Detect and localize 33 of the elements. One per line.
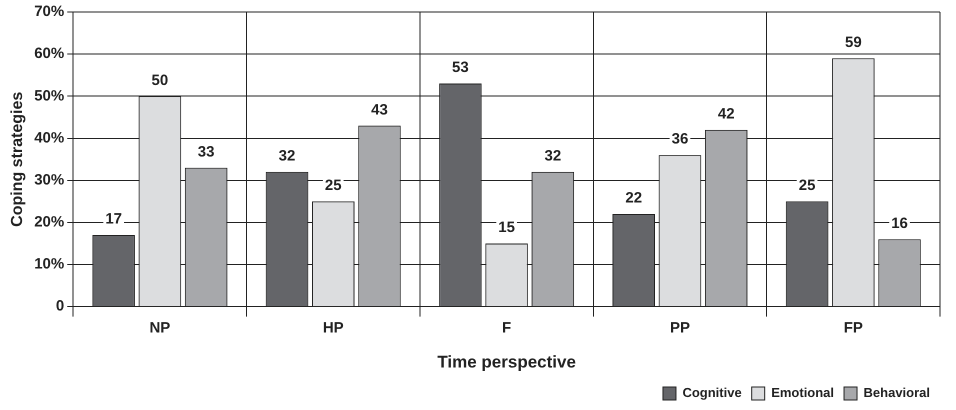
x-tick-label: FP bbox=[844, 320, 863, 337]
data-label: 16 bbox=[891, 214, 908, 232]
data-label: 32 bbox=[278, 148, 296, 165]
data-label: 25 bbox=[798, 177, 816, 194]
data-label: 32 bbox=[544, 148, 562, 165]
data-label: 33 bbox=[198, 143, 214, 160]
data-label: 50 bbox=[152, 72, 168, 89]
y-tick-label: 70% bbox=[34, 3, 64, 20]
legend-label: Behavioral bbox=[864, 385, 930, 400]
y-tick-label: 40% bbox=[34, 129, 64, 146]
y-tick-label: 10% bbox=[34, 256, 64, 273]
y-tick-label: 20% bbox=[34, 214, 64, 231]
data-label: 42 bbox=[718, 105, 735, 122]
data-label: 25 bbox=[324, 177, 342, 194]
data-label: 17 bbox=[105, 210, 122, 228]
y-tick-label: 30% bbox=[34, 171, 64, 188]
x-tick-label: NP bbox=[149, 320, 170, 337]
data-label: 36 bbox=[672, 130, 688, 148]
data-label: 22 bbox=[625, 190, 642, 207]
y-tick-label: 0 bbox=[56, 298, 64, 315]
legend-label: Emotional bbox=[771, 385, 834, 400]
data-label: 53 bbox=[452, 59, 469, 76]
x-tick-label: PP bbox=[670, 320, 690, 337]
x-axis-title: Time perspective bbox=[437, 352, 576, 372]
data-label: 43 bbox=[371, 101, 388, 118]
y-tick-label: 60% bbox=[34, 45, 64, 62]
legend-label: Cognitive bbox=[682, 385, 742, 400]
y-axis-title: Coping strategies bbox=[9, 92, 26, 227]
data-label: 15 bbox=[498, 219, 515, 236]
x-tick-label: HP bbox=[322, 320, 344, 337]
y-tick-label: 50% bbox=[34, 87, 64, 104]
data-label: 59 bbox=[844, 34, 862, 51]
x-tick-label: F bbox=[502, 320, 512, 337]
